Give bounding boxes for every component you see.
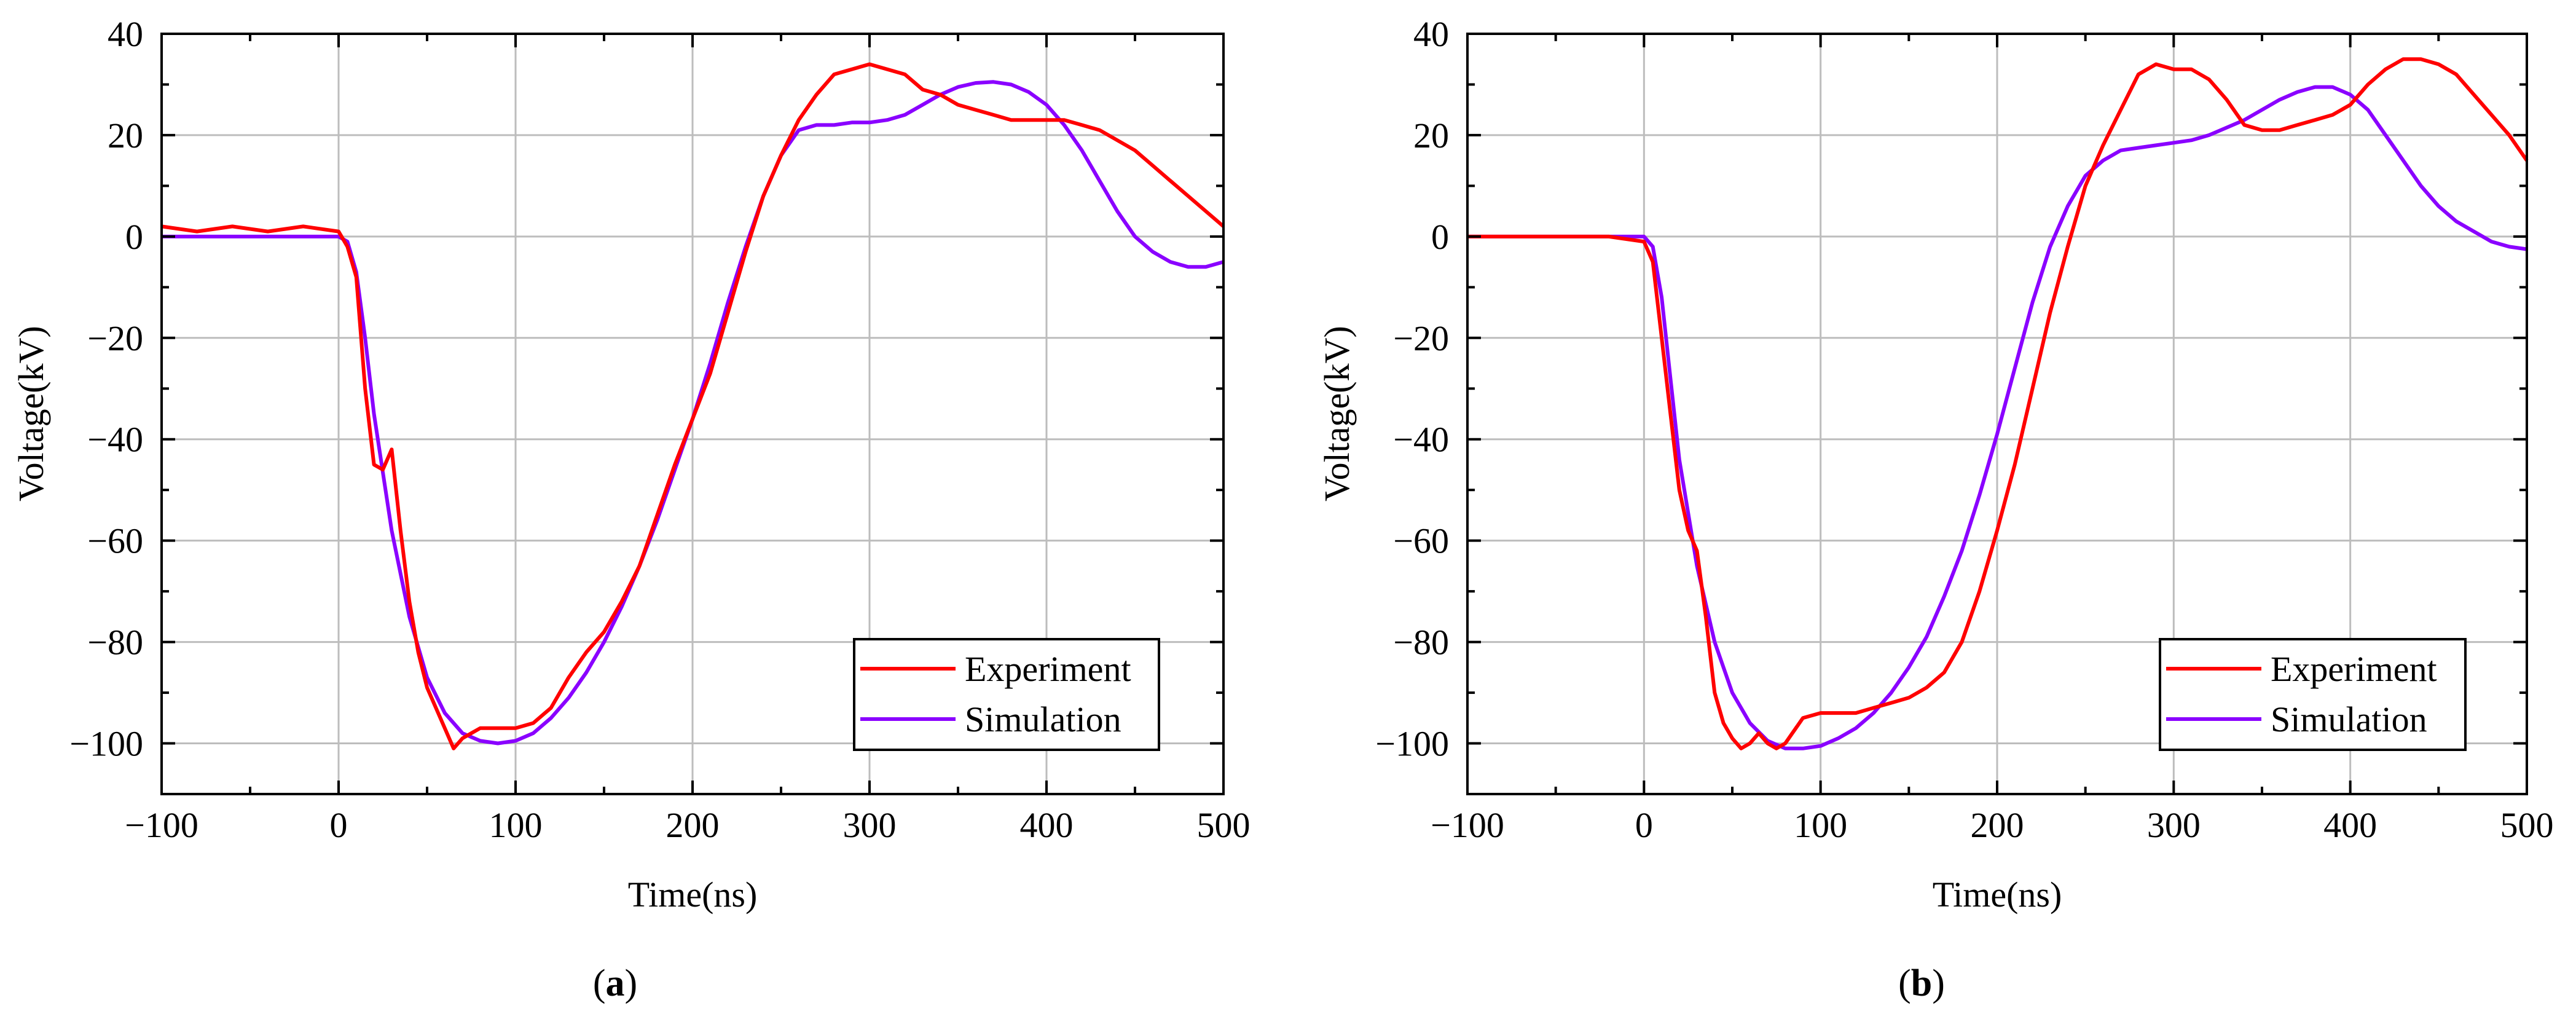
x-tick-labels: −100 0 100 200 300 400 500 [125, 805, 1250, 845]
legend: Experiment Simulation [2159, 638, 2467, 751]
panel-b: −100 0 100 200 300 400 500 40200−20−40−60−80−1… [1317, 14, 2554, 1004]
panel-label: (a) [593, 962, 637, 1004]
x-tick-label: 500 [2500, 805, 2554, 845]
x-tick-label: 300 [2147, 805, 2201, 845]
x-tick-label: 300 [843, 805, 897, 845]
x-tick-label: 400 [1020, 805, 1074, 845]
x-tick-label: −100 [1431, 805, 1504, 845]
legend-box [2159, 638, 2467, 751]
experiment-line [1467, 57, 2529, 750]
x-tick-label: −100 [125, 805, 198, 845]
experiment-line [161, 62, 1225, 750]
x-tick-label: 200 [666, 805, 720, 845]
y-tick-label: −100 [69, 724, 143, 764]
y-tick-labels: 40 20 0 −20 −40 −60 −80 −100 [1375, 14, 1449, 764]
y-tick-label: 40 [108, 14, 143, 54]
x-axis-label: Time(ns) [1933, 875, 2062, 915]
panel-label: (b) [1898, 962, 1945, 1004]
y-tick-label: −100 [1375, 724, 1449, 764]
x-tick-labels: −100 0 100 200 300 400 500 [1431, 805, 2553, 845]
panel-a: −100 0 100 200 300 400 500 40200−20−40−60−80−1… [11, 14, 1251, 1004]
x-tick-label: 100 [489, 805, 543, 845]
y-tick-label: 0 [1431, 217, 1449, 257]
x-tick-label: 0 [1635, 805, 1653, 845]
y-tick-label: 0 [125, 217, 143, 257]
y-tick-label: −60 [87, 521, 143, 561]
x-tick-label: 500 [1197, 805, 1251, 845]
y-tick-labels: 40 20 0 −20 −40 −60 −80 −100 [69, 14, 143, 764]
y-tick-label: −80 [1393, 623, 1449, 663]
legend-label-simulation: Simulation [2271, 699, 2427, 739]
legend-label-experiment: Experiment [2271, 649, 2437, 689]
x-tick-label: 400 [2323, 805, 2377, 845]
tick-marks [160, 33, 1225, 795]
y-axis-label: Voltage(kV) [11, 326, 51, 502]
legend: Experiment Simulation [853, 638, 1160, 751]
x-tick-label: 0 [330, 805, 348, 845]
y-tick-label: −20 [87, 318, 143, 358]
y-tick-label: −80 [87, 623, 143, 663]
legend-label-simulation: Simulation [965, 699, 1121, 739]
x-tick-label: 200 [1971, 805, 2024, 845]
legend-box [853, 638, 1160, 751]
y-tick-label: −60 [1393, 521, 1449, 561]
y-tick-label: 20 [108, 116, 143, 155]
legend-label-experiment: Experiment [965, 649, 1131, 689]
y-tick-label: −20 [1393, 318, 1449, 358]
x-axis-label: Time(ns) [628, 875, 758, 915]
x-tick-label: 100 [1794, 805, 1847, 845]
y-tick-label: −40 [87, 420, 143, 460]
y-tick-label: 20 [1413, 116, 1449, 155]
y-tick-label: 40 [1413, 14, 1449, 54]
panel-letter: a [606, 962, 625, 1004]
y-axis-label: Voltage(kV) [1317, 326, 1357, 502]
simulation-line [1467, 85, 2527, 750]
panel-letter: b [1911, 962, 1932, 1004]
tick-marks [1466, 33, 2528, 795]
y-tick-label: −40 [1393, 420, 1449, 460]
